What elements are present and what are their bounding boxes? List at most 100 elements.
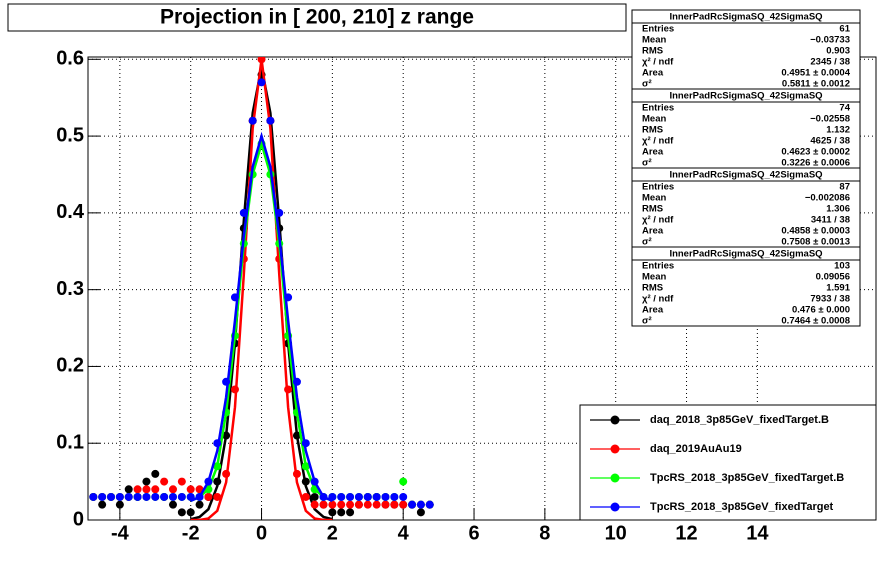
data-point	[195, 500, 204, 509]
data-point	[115, 500, 124, 509]
legend-marker	[610, 415, 620, 425]
y-tick-label: 0.6	[56, 48, 84, 70]
stats-value: 0.3226 ± 0.0006	[781, 158, 850, 169]
data-point	[168, 492, 177, 501]
data-point	[337, 492, 346, 501]
stats-label: Entries	[642, 103, 674, 114]
legend-marker	[610, 502, 620, 512]
stats-title: InnerPadRcSigmaSQ_42SigmaSQ	[669, 170, 822, 181]
stats-label: χ² / ndf	[642, 57, 674, 68]
stats-label: Entries	[642, 182, 674, 193]
data-point	[399, 500, 408, 509]
stats-value: 7933 / 38	[810, 294, 850, 305]
legend-label: daq_2018_3p85GeV_fixedTarget.B	[650, 414, 829, 426]
stats-value: 3411 / 38	[811, 215, 850, 226]
y-tick-label: 0.5	[56, 124, 84, 146]
stats-label: σ²	[642, 237, 652, 248]
data-point	[381, 492, 390, 501]
data-point	[416, 500, 425, 509]
stats-label: Area	[642, 147, 664, 158]
y-tick-label: 0.3	[56, 278, 84, 300]
legend-label: TpcRS_2018_3p85GeV_fixedTarget	[650, 501, 834, 513]
plot-layer	[89, 57, 434, 520]
data-point	[177, 508, 186, 517]
data-point	[186, 508, 195, 517]
stats-label: σ²	[642, 79, 652, 90]
stats-value: 0.476 ± 0.000	[792, 305, 850, 316]
data-point	[363, 492, 372, 501]
stats-value: 1.132	[826, 125, 850, 136]
x-tick-label: 4	[398, 522, 410, 544]
x-tick-label: -4	[111, 522, 130, 544]
stats-value: 4625 / 38	[810, 136, 850, 147]
stats-value: 87	[839, 182, 850, 193]
stats-value: 0.4858 ± 0.0003	[781, 226, 850, 237]
data-point	[89, 492, 98, 501]
stats-label: RMS	[642, 283, 663, 294]
y-tick-label: 0	[73, 508, 84, 530]
data-point	[177, 492, 186, 501]
legend-marker	[610, 473, 620, 483]
data-point	[160, 477, 169, 486]
data-point	[142, 477, 151, 486]
stats-label: RMS	[642, 204, 663, 215]
data-point	[328, 500, 337, 509]
data-point	[310, 492, 319, 501]
data-point	[266, 116, 275, 125]
plot-frame	[87, 56, 877, 521]
fit-curve	[190, 59, 333, 520]
data-point	[354, 500, 363, 509]
fit-curve	[190, 139, 333, 502]
data-point	[408, 500, 417, 509]
stats-value: 1.591	[826, 283, 850, 294]
stats-value: 0.903	[826, 46, 850, 57]
data-point	[319, 500, 328, 509]
x-tick-label: 0	[256, 522, 267, 544]
data-point	[346, 492, 355, 501]
stats-label: χ² / ndf	[642, 294, 674, 305]
stats-value: −0.02558	[810, 114, 850, 125]
stats-label: Mean	[642, 193, 666, 204]
data-point	[257, 78, 266, 87]
stats-label: χ² / ndf	[642, 136, 674, 147]
data-point	[168, 500, 177, 509]
stats-label: RMS	[642, 46, 663, 57]
stats-label: Area	[642, 68, 664, 79]
data-point	[346, 508, 355, 517]
data-point	[98, 492, 107, 501]
data-point	[107, 492, 116, 501]
stats-value: 0.4623 ± 0.0002	[781, 147, 850, 158]
stats-value: 0.4951 ± 0.0004	[781, 68, 850, 79]
fit-curve	[190, 131, 333, 502]
x-tick-label: -2	[182, 522, 200, 544]
y-tick-label: 0.4	[56, 201, 85, 223]
legend-label: daq_2019AuAu19	[650, 443, 742, 455]
stats-label: σ²	[642, 158, 652, 169]
stats-value: −0.03733	[810, 35, 850, 46]
x-tick-label: 8	[539, 522, 550, 544]
data-point	[98, 500, 107, 509]
stats-value: 0.7464 ± 0.0008	[781, 316, 850, 327]
stats-value: −0.002086	[805, 193, 850, 204]
data-point	[186, 485, 195, 494]
stats-label: σ²	[642, 316, 652, 327]
data-point	[346, 500, 355, 509]
data-point	[372, 500, 381, 509]
stats-value: 0.5811 ± 0.0012	[782, 79, 850, 90]
data-point	[168, 485, 177, 494]
data-point	[248, 116, 257, 125]
x-tick-label: 14	[746, 522, 769, 544]
data-point	[372, 492, 381, 501]
stats-label: Mean	[642, 114, 666, 125]
data-point	[213, 492, 222, 501]
data-point	[160, 492, 169, 501]
data-point	[151, 485, 160, 494]
data-point	[142, 492, 151, 501]
data-point	[133, 485, 142, 494]
data-point	[363, 500, 372, 509]
data-point	[142, 485, 151, 494]
data-point	[337, 500, 346, 509]
data-point	[354, 492, 363, 501]
x-tick-label: 10	[605, 522, 627, 544]
x-tick-label: 6	[468, 522, 479, 544]
